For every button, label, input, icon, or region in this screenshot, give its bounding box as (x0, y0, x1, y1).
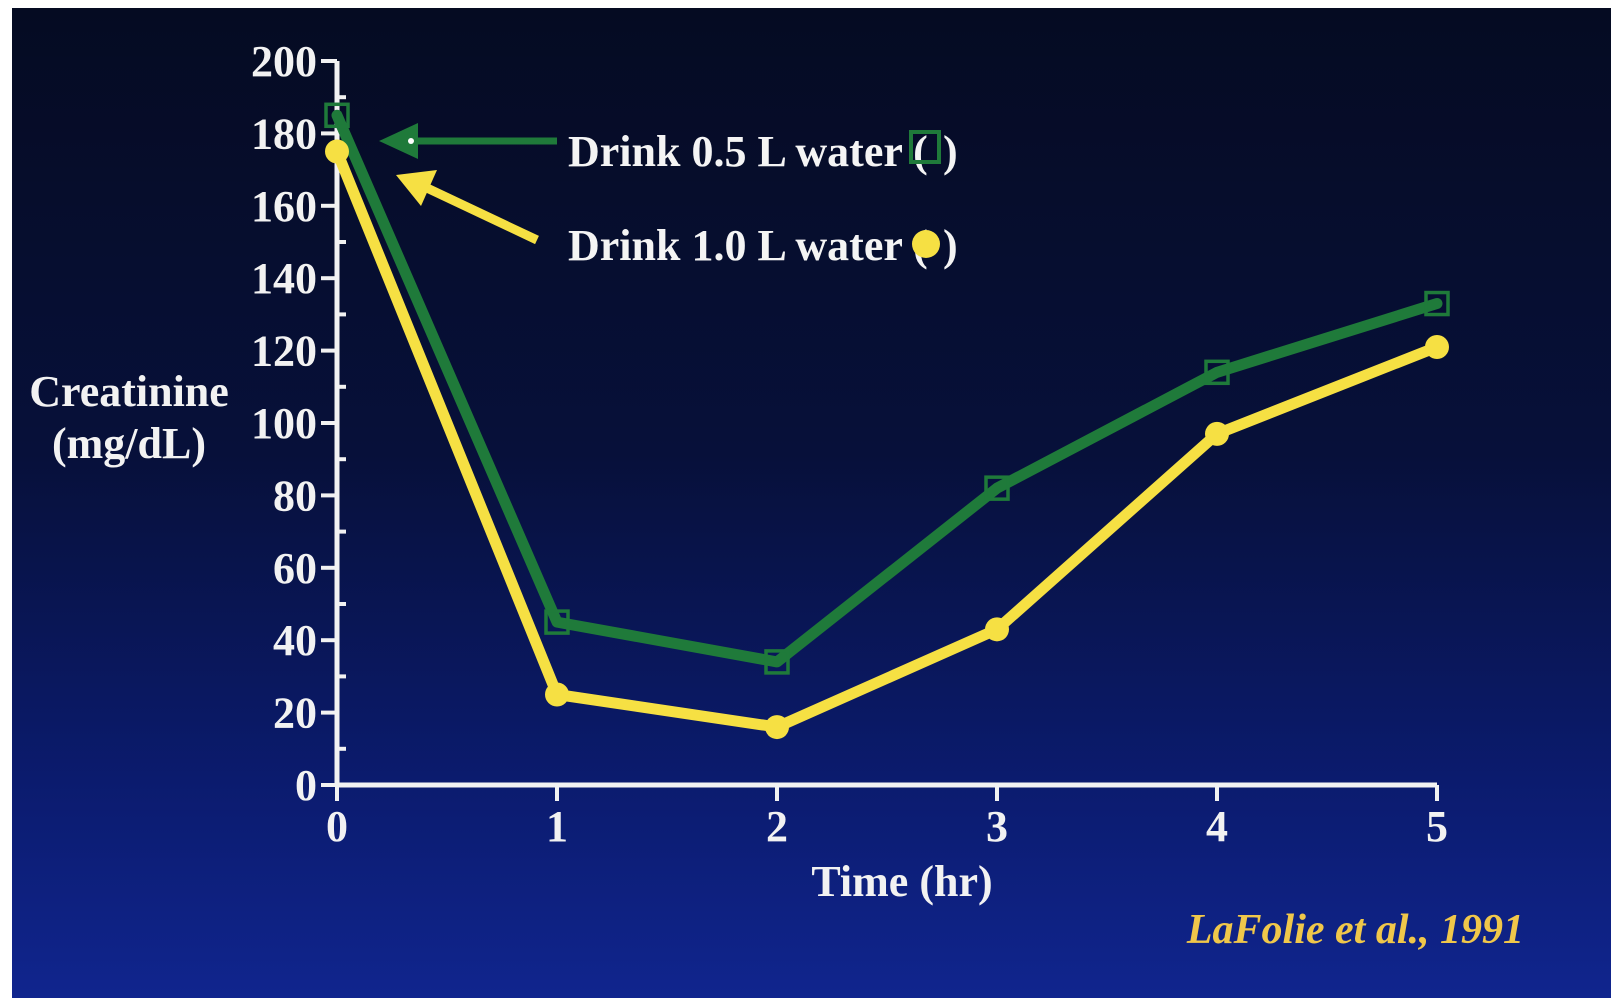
y-tick-label: 160 (251, 182, 317, 231)
y-tick-label: 120 (251, 327, 317, 376)
x-axis: 0 1 2 3 4 5 (326, 782, 1448, 851)
y-tick-label: 20 (273, 689, 317, 738)
data-point-circle (1425, 334, 1449, 359)
legend-arrow-green-head (379, 123, 418, 159)
x-tick-label: 2 (766, 802, 788, 851)
x-axis-title: Time (hr) (811, 857, 992, 906)
creatinine-line-chart: 0 20 40 60 80 100 120 140 160 180 200 0 1 2 3 4 5 Creat… (29, 37, 1524, 953)
x-tick-label: 4 (1206, 802, 1228, 851)
slide-background: 0 20 40 60 80 100 120 140 160 180 200 0 1 2 3 4 5 Creat… (12, 8, 1611, 998)
y-axis-title-line1: Creatinine (29, 367, 229, 416)
legend-arrow-yellow-shaft (425, 183, 539, 245)
series-layer (324, 102, 1450, 740)
y-tick-label: 40 (273, 616, 317, 665)
legend-circle-marker (912, 230, 940, 258)
y-tick-label: 80 (273, 471, 317, 520)
y-tick-label: 100 (251, 399, 317, 448)
citation: LaFolie et al., 1991 (1186, 907, 1524, 953)
legend-arrow-green-dot (408, 138, 414, 144)
x-tick-label: 1 (546, 802, 568, 851)
legend-arrow-yellow-head (396, 170, 437, 206)
y-axis: 0 20 40 60 80 100 120 140 160 180 200 (251, 37, 346, 810)
data-point-circle (985, 617, 1009, 642)
y-tick-label: 180 (251, 109, 317, 158)
legend-label-green: Drink 0.5 L water ( (568, 127, 928, 176)
series-line-yellow (331, 146, 1443, 733)
y-axis-title-line2: (mg/dL) (52, 419, 206, 468)
data-point-square (764, 649, 790, 675)
data-point-square (984, 475, 1010, 501)
data-point-square (544, 609, 570, 635)
x-tick-label: 0 (326, 802, 348, 851)
legend-close-paren-yellow: ) (943, 221, 958, 270)
data-point-circle (545, 682, 569, 707)
data-point-circle (325, 139, 349, 164)
y-tick-label: 60 (273, 544, 317, 593)
y-tick-label: 140 (251, 254, 317, 303)
y-tick-label: 0 (295, 761, 317, 810)
data-point-square (324, 102, 350, 129)
x-tick-label: 3 (986, 802, 1008, 851)
legend-close-paren-green: ) (943, 127, 958, 176)
legend: Drink 0.5 L water ( ) Drink 1.0 L water … (379, 123, 958, 270)
legend-square-marker (909, 130, 941, 164)
data-point-square (1204, 359, 1230, 386)
data-point-circle (1205, 421, 1229, 446)
legend-label-yellow: Drink 1.0 L water ( (568, 221, 928, 270)
series-line-green (331, 109, 1443, 668)
data-point-circle (765, 715, 789, 740)
data-point-square (1424, 290, 1450, 317)
x-tick-label: 5 (1426, 802, 1448, 851)
y-tick-label: 200 (251, 37, 317, 86)
